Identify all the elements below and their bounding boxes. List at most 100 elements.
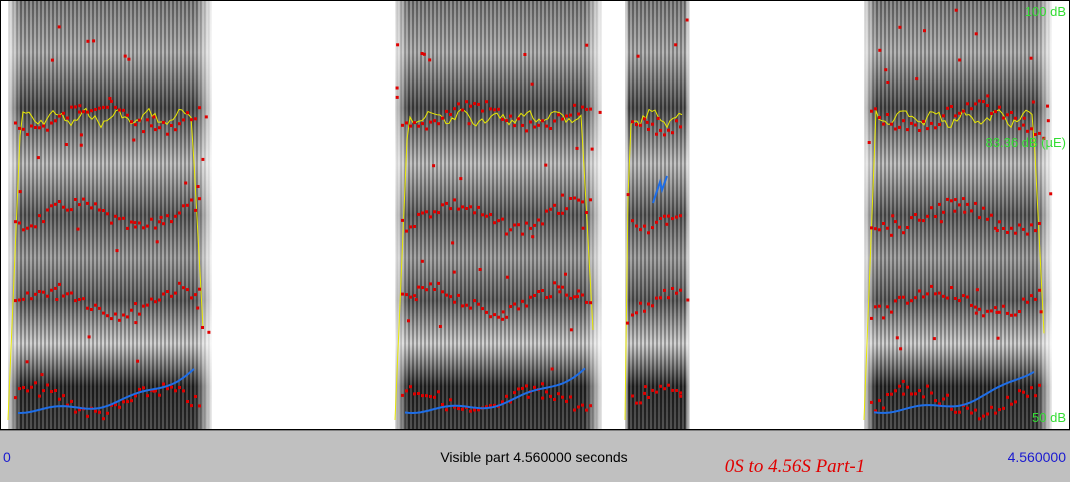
formant-dot xyxy=(581,403,584,407)
formant-dot xyxy=(581,226,585,230)
formant-dot xyxy=(898,25,902,29)
formant-dot xyxy=(882,316,885,320)
formant-dot xyxy=(501,310,505,314)
formant-dot xyxy=(405,389,408,393)
formant-dot xyxy=(906,226,909,229)
formant-dot xyxy=(118,318,121,322)
formant-dot xyxy=(115,249,119,253)
formant-dot xyxy=(36,156,40,160)
formant-dot xyxy=(90,109,93,113)
formant-dot xyxy=(898,295,901,299)
formant-dot xyxy=(76,227,80,231)
formant-dot xyxy=(14,220,17,224)
formant-dot xyxy=(170,124,173,127)
formant-dot xyxy=(639,401,642,405)
formant-dot xyxy=(66,292,69,296)
formant-dot xyxy=(1014,400,1017,404)
formant-dot xyxy=(902,392,905,396)
formant-dot xyxy=(55,298,59,301)
formant-dot xyxy=(990,112,993,115)
formant-dot xyxy=(1046,104,1049,108)
formant-dot xyxy=(22,297,25,301)
formant-dot xyxy=(477,102,480,106)
spectrogram-fade xyxy=(395,1,602,429)
formant-dot xyxy=(433,395,436,399)
formant-dot xyxy=(158,393,161,397)
formant-dot xyxy=(449,295,452,299)
formant-dot xyxy=(62,111,65,115)
formant-dot xyxy=(130,308,133,312)
formant-dot xyxy=(914,213,917,216)
formant-dot xyxy=(407,319,410,323)
formant-dot xyxy=(974,305,977,309)
formant-dot xyxy=(982,314,985,318)
formant-dot xyxy=(158,298,161,302)
formant-dot xyxy=(549,127,552,130)
formant-dot xyxy=(74,105,77,109)
formant-dot xyxy=(26,226,29,230)
formant-dot xyxy=(565,293,568,297)
formant-dot xyxy=(409,124,412,128)
pitch-curve xyxy=(652,175,668,204)
formant-dot xyxy=(445,293,448,297)
formant-dot xyxy=(513,124,516,128)
formant-dot xyxy=(890,392,893,396)
formant-dot xyxy=(966,202,969,206)
formant-dot xyxy=(962,109,965,113)
formant-dot xyxy=(626,321,629,325)
formant-dot xyxy=(152,389,156,393)
formant-dot xyxy=(425,210,428,214)
formant-dot xyxy=(46,128,49,132)
formant-dot xyxy=(194,293,197,297)
formant-dot xyxy=(118,217,121,221)
formant-dot xyxy=(878,48,882,52)
intensity-curve xyxy=(7,107,204,421)
formant-dot xyxy=(78,104,82,108)
formant-dot xyxy=(975,288,979,292)
formant-dot xyxy=(553,398,556,401)
formant-dot xyxy=(564,272,567,276)
formant-dot xyxy=(481,109,484,113)
formant-dot xyxy=(1006,311,1009,315)
formant-dot xyxy=(469,205,472,209)
formant-dot xyxy=(162,292,165,296)
formant-dot xyxy=(635,224,638,228)
formant-dot xyxy=(78,298,81,301)
formant-dot xyxy=(154,300,157,304)
formant-dot xyxy=(589,404,592,408)
formant-dot xyxy=(130,220,133,224)
formant-dot xyxy=(974,201,977,205)
formant-dot xyxy=(1022,123,1025,127)
formant-dot xyxy=(878,399,881,403)
formant-dot xyxy=(146,224,149,228)
formant-dot xyxy=(445,408,448,412)
intensity-min-label: 50 dB xyxy=(1032,410,1066,425)
formant-dot xyxy=(62,294,65,298)
formant-dot xyxy=(942,294,945,298)
formant-dot xyxy=(886,305,889,309)
formant-dot xyxy=(525,384,528,388)
formant-dot xyxy=(655,296,658,300)
formant-dot xyxy=(946,296,949,300)
formant-dot xyxy=(42,124,45,128)
formant-dot xyxy=(18,298,21,302)
formant-dot xyxy=(537,218,540,222)
formant-dot xyxy=(671,388,674,392)
formant-dot xyxy=(98,410,101,414)
formant-dot xyxy=(663,214,666,218)
formant-dot xyxy=(1030,223,1033,227)
status-bar xyxy=(0,430,1070,482)
formant-dot xyxy=(166,387,169,391)
formant-dot xyxy=(1030,127,1033,131)
formant-dot xyxy=(639,301,642,305)
formant-dot xyxy=(451,241,455,245)
formant-dot xyxy=(675,215,678,219)
formant-dot xyxy=(453,300,456,304)
formant-dot xyxy=(631,394,634,398)
formant-dot xyxy=(1002,406,1005,410)
formant-dot xyxy=(533,125,536,129)
formant-dot xyxy=(133,221,137,225)
formant-dot xyxy=(994,226,997,230)
analysis-overlay xyxy=(7,8,1053,421)
formant-dot xyxy=(87,335,91,339)
